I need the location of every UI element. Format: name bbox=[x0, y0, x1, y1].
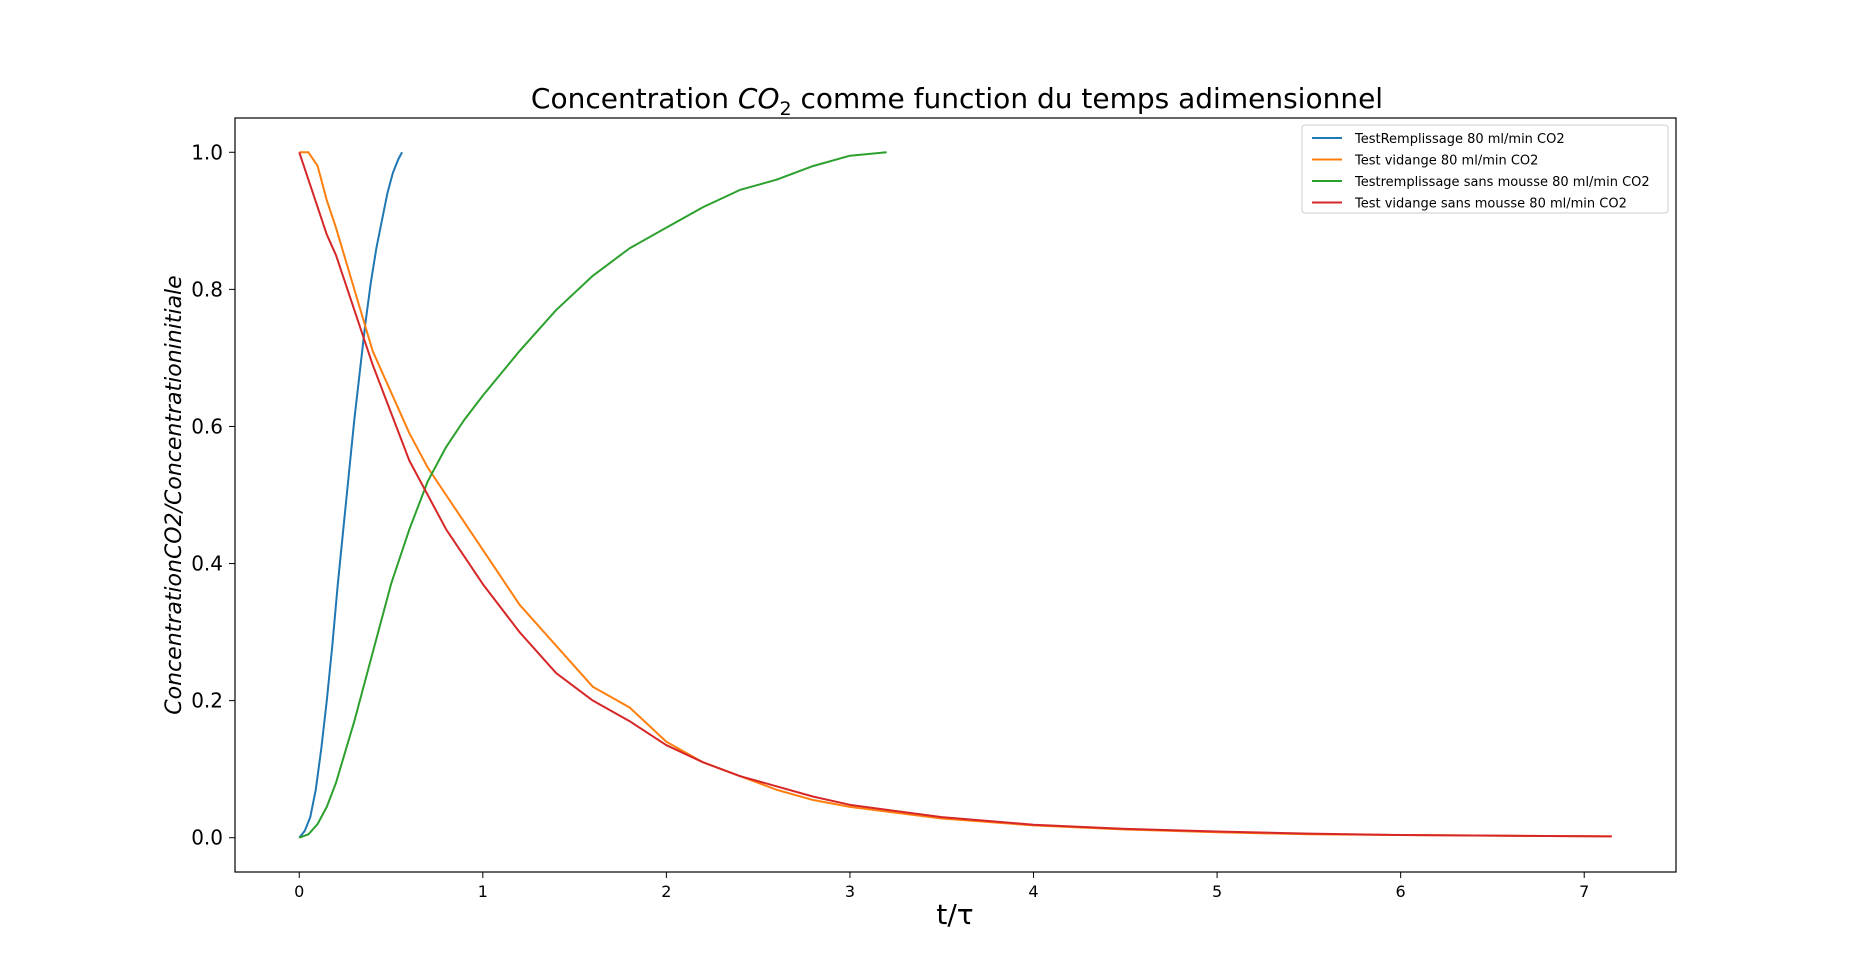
y-tick-label: 0.2 bbox=[191, 689, 223, 713]
y-tick-label: 0.0 bbox=[191, 826, 223, 850]
x-tick-label: 2 bbox=[661, 882, 671, 901]
legend-label-1: TestRemplissage 80 ml/min CO2 bbox=[1354, 132, 1565, 147]
x-tick-label: 0 bbox=[294, 882, 304, 901]
title-suffix: comme function du temps adimensionnel bbox=[792, 82, 1384, 115]
title-subscript: 2 bbox=[779, 98, 791, 120]
axes-frame bbox=[234, 117, 1677, 873]
ticks-group: 0 1 2 3 4 5 6 7 0.0 0.2 0.4 0.6 0.8 1.0 bbox=[191, 140, 1589, 901]
series-line-4 bbox=[298, 151, 1612, 838]
series-line-1 bbox=[298, 151, 403, 839]
title-prefix: Concentration bbox=[531, 82, 738, 115]
x-tick-label: 6 bbox=[1396, 882, 1406, 901]
series-group bbox=[298, 151, 1612, 839]
x-tick-label: 4 bbox=[1028, 882, 1038, 901]
legend-label-2: Test vidange 80 ml/min CO2 bbox=[1354, 154, 1538, 169]
y-tick-label: 1.0 bbox=[191, 140, 223, 164]
legend-box bbox=[1301, 124, 1669, 214]
legend: TestRemplissage 80 ml/min CO2 Test vidang… bbox=[1301, 124, 1669, 214]
x-tick-label: 7 bbox=[1579, 882, 1589, 901]
y-tick-label: 0.6 bbox=[191, 414, 223, 438]
series-line-3 bbox=[298, 151, 887, 839]
y-tick-label: 0.4 bbox=[191, 552, 223, 576]
y-axis-label: ConcentrationCO2/Concentrationinitiale bbox=[162, 275, 187, 714]
legend-label-3: Testremplissage sans mousse 80 ml/min CO… bbox=[1354, 175, 1650, 190]
x-tick-label: 5 bbox=[1212, 882, 1222, 901]
x-tick-label: 1 bbox=[478, 882, 488, 901]
series-line-2 bbox=[299, 151, 1612, 838]
x-tick-label: 3 bbox=[845, 882, 855, 901]
title-math: CO bbox=[738, 82, 780, 115]
chart-title: Concentration CO2 comme function du temp… bbox=[531, 82, 1383, 120]
legend-label-4: Test vidange sans mousse 80 ml/min CO2 bbox=[1354, 197, 1627, 212]
y-tick-label: 0.8 bbox=[191, 277, 223, 301]
x-axis-label: t/τ bbox=[936, 898, 973, 931]
